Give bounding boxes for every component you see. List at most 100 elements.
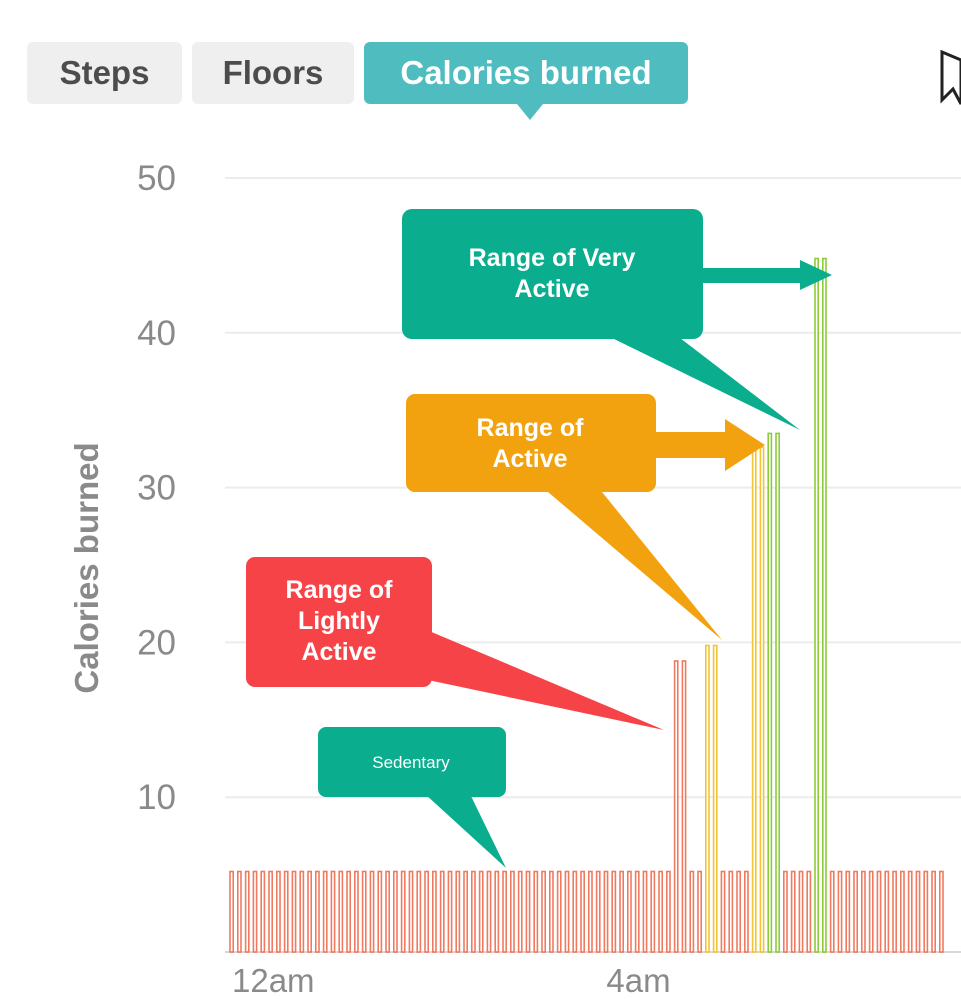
- bar-44: [572, 870, 578, 953]
- callout-lightly-active: Range of Lightly Active: [246, 557, 664, 730]
- bar-10: [307, 870, 313, 953]
- bar-17: [361, 870, 367, 953]
- bar-12: [322, 870, 328, 953]
- bar-80: [853, 870, 859, 953]
- chart-bars: [229, 257, 944, 953]
- callout-active: Range of Active: [406, 394, 765, 640]
- bar-6: [275, 870, 281, 953]
- bar-31: [470, 870, 476, 953]
- y-tick-30: 30: [137, 469, 176, 508]
- bar-65: [736, 870, 742, 953]
- bar-16: [353, 870, 359, 953]
- bar-81: [860, 870, 866, 953]
- bar-14: [338, 870, 344, 953]
- mouse-cursor-icon: [940, 49, 961, 105]
- bar-91: [938, 870, 944, 953]
- bar-15: [346, 870, 352, 953]
- bar-57: [673, 660, 679, 953]
- callout-sedentary-box: [318, 727, 506, 797]
- bar-89: [923, 870, 929, 953]
- callout-very-active-pointer: [612, 338, 800, 430]
- bar-79: [845, 870, 851, 953]
- bar-43: [564, 870, 570, 953]
- bar-38: [525, 870, 531, 953]
- bar-54: [650, 870, 656, 953]
- bar-86: [899, 870, 905, 953]
- bar-78: [837, 870, 843, 953]
- bar-37: [517, 870, 523, 953]
- bar-21: [392, 870, 398, 953]
- callout-active-line-2: Active: [492, 445, 567, 473]
- callout-lightly-active-line-1: Range of: [286, 576, 394, 604]
- bar-33: [486, 870, 492, 953]
- bar-5: [268, 870, 274, 953]
- bar-35: [502, 870, 508, 953]
- bar-51: [626, 870, 632, 953]
- callout-very-active-line-2: Active: [514, 275, 589, 303]
- bar-19: [377, 870, 383, 953]
- callout-active-line-1: Range of: [477, 414, 585, 442]
- bar-45: [580, 870, 586, 953]
- bar-61: [704, 644, 710, 953]
- bar-70: [775, 432, 781, 953]
- bar-68: [759, 446, 765, 953]
- bar-46: [587, 870, 593, 953]
- bar-39: [533, 870, 539, 953]
- y-tick-50: 50: [137, 159, 176, 198]
- bar-77: [829, 870, 835, 953]
- bar-63: [720, 870, 726, 953]
- callout-lightly-active-line-3: Active: [301, 638, 376, 666]
- bar-9: [299, 870, 305, 953]
- tab-floors[interactable]: Floors: [192, 42, 354, 104]
- bar-59: [689, 870, 695, 953]
- callout-very-active-line-1: Range of Very: [469, 244, 636, 272]
- bar-87: [907, 870, 913, 953]
- bar-56: [665, 870, 671, 953]
- bar-48: [603, 870, 609, 953]
- bar-84: [884, 870, 890, 953]
- bar-36: [509, 870, 515, 953]
- bar-76: [821, 257, 827, 953]
- bar-34: [494, 870, 500, 953]
- bar-29: [455, 870, 461, 953]
- bar-74: [806, 870, 812, 953]
- callout-sedentary-pointer: [425, 794, 506, 868]
- bar-69: [767, 432, 773, 953]
- bar-11: [314, 870, 320, 953]
- bar-41: [548, 870, 554, 953]
- bar-71: [782, 870, 788, 953]
- bar-73: [798, 870, 804, 953]
- bar-49: [611, 870, 617, 953]
- bar-3: [252, 870, 258, 953]
- bar-23: [408, 870, 414, 953]
- x-axis-ticks: 12am4am8: [232, 962, 671, 999]
- bar-72: [790, 870, 796, 953]
- bar-64: [728, 870, 734, 953]
- callout-lightly-active-box: [246, 557, 432, 687]
- callout-very-active-arrow: [702, 260, 832, 290]
- bar-30: [463, 870, 469, 953]
- tab-steps[interactable]: Steps: [27, 42, 182, 104]
- callout-active-arrow: [655, 419, 765, 471]
- y-axis-ticks: 10 20 30 40 50: [137, 159, 176, 817]
- bar-2: [244, 870, 250, 953]
- x-tick-4am: 4am: [606, 962, 670, 999]
- bar-53: [642, 870, 648, 953]
- bar-50: [619, 870, 625, 953]
- bar-58: [681, 660, 687, 953]
- callout-active-box: [406, 394, 656, 492]
- tab-calories-burned[interactable]: Calories burned: [364, 42, 688, 104]
- bar-13: [330, 870, 336, 953]
- bar-83: [876, 870, 882, 953]
- y-tick-40: 40: [137, 314, 176, 353]
- bar-7: [283, 870, 289, 953]
- bar-85: [892, 870, 898, 953]
- callout-very-active: Range of Very Active: [402, 209, 832, 430]
- callout-sedentary: Sedentary: [318, 727, 506, 868]
- bar-28: [447, 870, 453, 953]
- callout-active-pointer: [548, 492, 722, 640]
- bar-18: [369, 870, 375, 953]
- callout-lightly-active-line-2: Lightly: [298, 607, 380, 635]
- bar-62: [712, 644, 718, 953]
- bar-0: [229, 870, 235, 953]
